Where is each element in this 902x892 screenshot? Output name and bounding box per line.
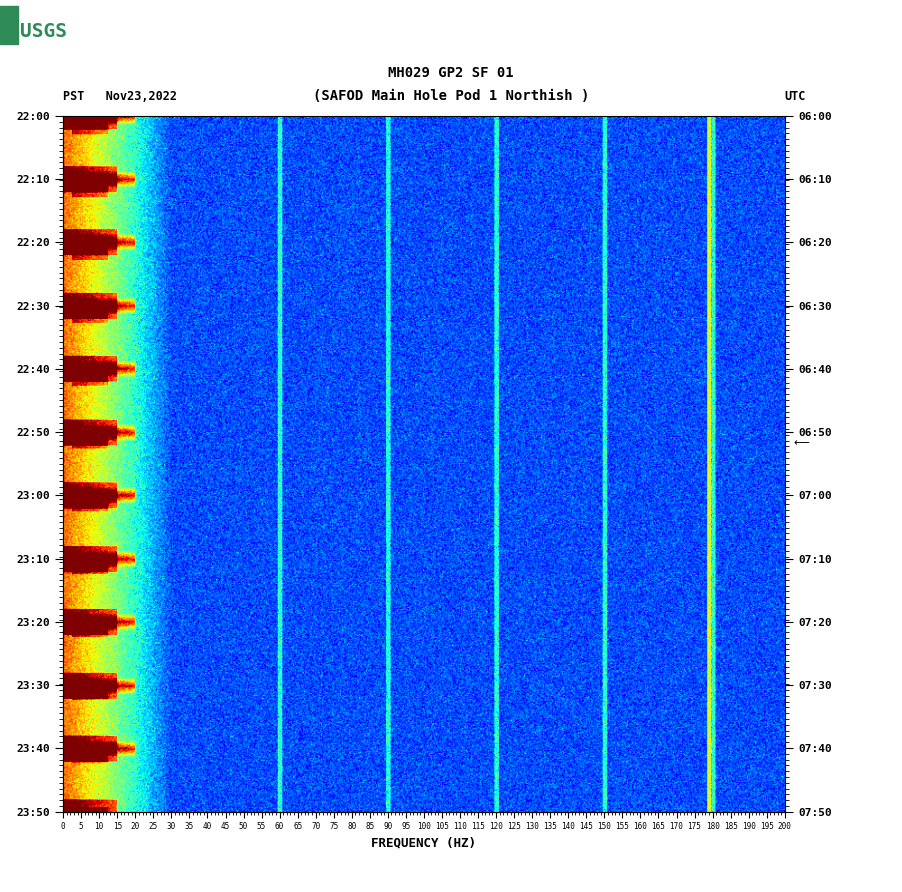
Bar [0, 6, 18, 44]
Text: (SAFOD Main Hole Pod 1 Northish ): (SAFOD Main Hole Pod 1 Northish ) [313, 88, 589, 103]
X-axis label: FREQUENCY (HZ): FREQUENCY (HZ) [372, 837, 476, 850]
Text: PST   Nov23,2022: PST Nov23,2022 [63, 89, 177, 103]
Text: ⟵: ⟵ [794, 438, 810, 448]
Text: USGS: USGS [20, 21, 68, 41]
Text: UTC: UTC [785, 89, 806, 103]
Text: MH029 GP2 SF 01: MH029 GP2 SF 01 [388, 66, 514, 80]
